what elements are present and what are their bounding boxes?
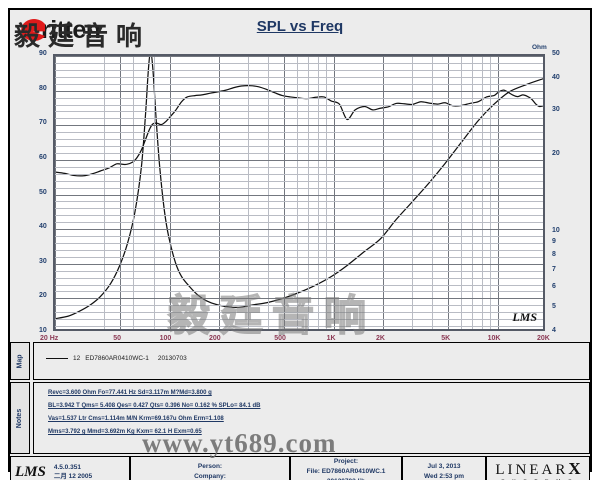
legend-index: 12 — [73, 355, 81, 362]
map-side-label: Map — [16, 354, 24, 368]
britten-logo: ritten — [18, 13, 101, 47]
footer-company-label: Company: — [194, 473, 226, 480]
footer-project-label: Project: — [333, 458, 359, 466]
linearx-logo: LINEARX S Y S T E M S — [487, 460, 589, 480]
footer-version: 4.5.0.351 — [53, 463, 81, 471]
legend-item[interactable]: 12 ED7860AR0410WC-1 20130703 — [46, 355, 187, 362]
footer-project-cell[interactable]: Project: File: ED7860AR0410WC.1 20130703… — [290, 456, 402, 480]
x-tick-2K: 2K — [376, 335, 385, 342]
y2-tick-30: 30 — [552, 106, 560, 114]
note-line-3: Vas=1.537 Ltr Cms=1.114m M/N Krm=69.167u… — [48, 416, 224, 422]
footer-file-label: File: ED7860AR0410WC.1 20130703.lib — [306, 468, 386, 480]
y2-tick-9: 9 — [552, 238, 556, 246]
y-tick-80: 80 — [39, 84, 47, 92]
y-tick-40: 40 — [39, 223, 47, 231]
footer-date-cell: Jul 3, 2013 Wed 2:53 pm — [402, 456, 486, 480]
notes-section: Notes Revc=3.600 Ohm Fo=77.441 Hz Sd=3.1… — [10, 382, 590, 454]
linearx-name: LINEAR — [495, 461, 569, 478]
x-tick-20-Hz: 20 Hz — [40, 335, 59, 342]
legend-line-swatch — [46, 358, 68, 359]
y2-tick-20: 20 — [552, 150, 560, 158]
y2-tick-50: 50 — [552, 50, 560, 57]
y-tick-10: 10 — [39, 327, 47, 334]
y2-tick-10: 10 — [552, 226, 560, 234]
footer-person-label: Person: — [197, 463, 223, 471]
linearx-wordmark: LINEARX — [487, 460, 589, 478]
footer-lms-cell: LMS 4.5.0.351 二月 12 2005 — [10, 456, 130, 480]
x-tick-50: 50 — [113, 335, 122, 342]
note-line-2: BL=3.942 T Qms= 5.408 Qes= 0.427 Qts= 0.… — [48, 403, 261, 409]
y-tick-50: 50 — [39, 188, 47, 196]
footer-bar: LMS 4.5.0.351 二月 12 2005 Person: Company… — [10, 456, 590, 480]
footer-project-block: Project: File: ED7860AR0410WC.1 20130703… — [291, 457, 401, 480]
y2-tick-4: 4 — [552, 327, 556, 334]
y-tick-70: 70 — [39, 119, 47, 127]
legend-trace-date: 20130703 — [157, 355, 187, 362]
x-tick-100: 100 — [159, 335, 172, 342]
y2-tick-6: 6 — [552, 282, 556, 290]
map-body: 12 ED7860AR0410WC-1 20130703 — [33, 342, 590, 380]
y2-tick-7: 7 — [552, 265, 556, 273]
map-side-tab[interactable]: Map — [10, 342, 30, 380]
linearx-subtitle: S Y S T E M S — [487, 479, 589, 480]
red-crescent-e-icon — [18, 15, 48, 45]
y-tick-60: 60 — [39, 153, 47, 161]
lms-plot-watermark: LMS — [512, 310, 537, 324]
x-tick-20K: 20K — [537, 335, 550, 342]
footer-version-block: 4.5.0.351 二月 12 2005 — [54, 463, 92, 480]
x-tick-500: 500 — [274, 335, 286, 342]
y-tick-30: 30 — [39, 257, 47, 265]
plot-panel: ritten SPL vs Freq Ohm LMS 10 20 30 40 50 60 7… — [10, 10, 590, 342]
chart-plot-area[interactable]: LMS — [53, 54, 545, 331]
y-tick-90: 90 — [39, 50, 47, 57]
x-tick-10K: 10K — [487, 335, 501, 342]
notes-body: Revc=3.600 Ohm Fo=77.441 Hz Sd=3.117m M?… — [33, 382, 590, 454]
footer-brand-cell: LINEARX S Y S T E M S — [486, 456, 590, 480]
note-line-1: Revc=3.600 Ohm Fo=77.441 Hz Sd=3.117m M?… — [48, 390, 212, 396]
brand-logo-text: ritten — [41, 15, 101, 44]
y2-tick-5: 5 — [552, 302, 556, 310]
notes-side-tab[interactable]: Notes — [10, 382, 30, 454]
y2-tick-8: 8 — [552, 250, 556, 258]
report-frame: ritten SPL vs Freq Ohm LMS 10 20 30 40 50 60 7… — [8, 8, 592, 480]
footer-build-date: 二月 12 2005 — [53, 473, 93, 480]
y-tick-20: 20 — [39, 292, 47, 300]
y2-tick-40: 40 — [552, 74, 560, 82]
notes-side-label: Notes — [16, 408, 24, 428]
footer-person-cell[interactable]: Person: Company: — [130, 456, 290, 480]
footer-time: Wed 2:53 pm — [424, 473, 464, 480]
x-tick-5K: 5K — [441, 335, 451, 342]
footer-date: Jul 3, 2013 — [427, 463, 461, 471]
x-tick-200: 200 — [209, 335, 221, 342]
linearx-x: X — [568, 458, 581, 478]
x-tick-1K: 1K — [326, 335, 336, 342]
right-axis-title: Ohm — [532, 44, 547, 51]
footer-date-block: Jul 3, 2013 Wed 2:53 pm — [403, 462, 485, 480]
map-section: Map 12 ED7860AR0410WC-1 20130703 — [10, 342, 590, 380]
lms-logo: LMS — [15, 463, 46, 480]
page-title: SPL vs Freq — [256, 18, 344, 35]
legend-trace-name: ED7860AR0410WC-1 — [85, 355, 149, 362]
note-line-4: Mms=3.792 g Mmd=3.692m Kg Kxm= 62.1 H Ex… — [48, 429, 202, 435]
footer-person-block: Person: Company: — [131, 462, 289, 480]
